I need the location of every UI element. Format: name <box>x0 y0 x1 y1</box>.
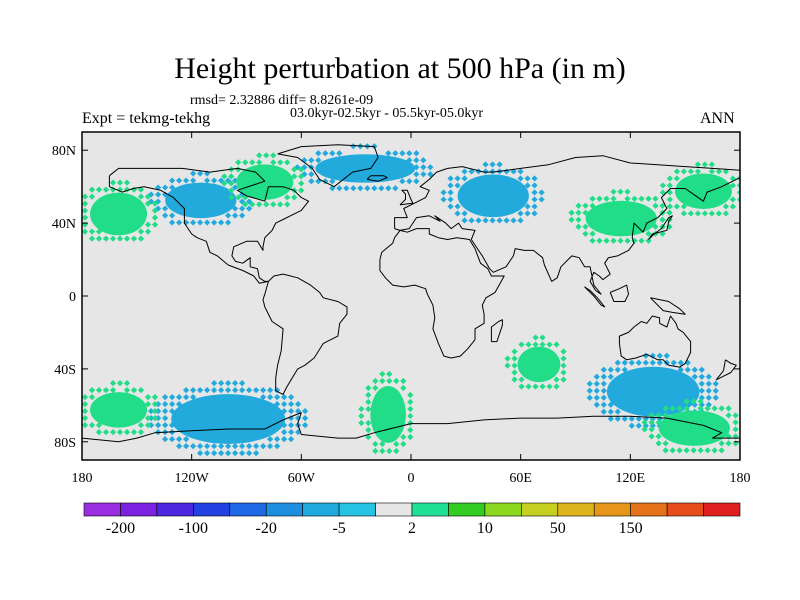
coastline-6 <box>490 319 503 343</box>
colorbar-box <box>666 502 704 517</box>
coastline-8 <box>715 359 737 381</box>
colorbar-box <box>593 502 631 517</box>
region-atlantic-greenland-negative <box>294 143 434 192</box>
colorbar-box <box>521 502 559 517</box>
coastline-13 <box>609 284 629 302</box>
colorbar-box <box>630 502 668 517</box>
y-tick-label: 80S <box>54 436 76 451</box>
colorbar-box <box>120 502 158 517</box>
colorbar-label: 150 <box>619 520 643 537</box>
y-tick-label: 0 <box>69 290 76 305</box>
coastline-11 <box>648 215 673 240</box>
coastline-4 <box>394 177 740 295</box>
region-s-atlantic-positive <box>358 370 414 455</box>
x-tick-label: 180 <box>72 471 93 486</box>
colorbar-label: -20 <box>256 520 277 537</box>
colorbar-label: -5 <box>332 520 345 537</box>
colorbar-box <box>83 502 121 517</box>
x-tick-label: 60E <box>509 471 532 486</box>
colorbar-box <box>229 502 267 517</box>
coastline-14 <box>650 297 686 315</box>
region-s-indian-positive <box>504 334 567 390</box>
coastline-10 <box>366 175 388 182</box>
y-tick-label: 40S <box>54 363 76 378</box>
x-tick-label: 120E <box>616 471 646 486</box>
coastline-12 <box>584 286 606 308</box>
colorbar-label: 10 <box>477 520 493 537</box>
season-label: ANN <box>700 110 735 127</box>
coastline-5 <box>379 228 505 359</box>
x-tick-label: 120W <box>175 471 210 486</box>
colorbar-label: -100 <box>179 520 208 537</box>
y-tick-label: 80N <box>52 144 76 159</box>
period-line: 03.0kyr-02.5kyr - 05.5kyr-05.0kyr <box>290 106 484 121</box>
region-s-pacific-negative <box>147 379 309 457</box>
colorbar-box <box>375 502 413 517</box>
stats-line: rmsd= 2.32886 diff= 8.8261e-09 <box>190 93 374 108</box>
coastline-15 <box>82 412 740 443</box>
coastline-7 <box>618 315 692 368</box>
colorbar-box <box>156 502 194 517</box>
region-s-indian-negative <box>586 352 719 429</box>
y-tick-label: 40N <box>52 217 76 232</box>
x-tick-label: 180 <box>730 471 751 486</box>
colorbar-box <box>484 502 522 517</box>
coastline-0 <box>108 167 310 284</box>
colorbar-label: 50 <box>550 520 566 537</box>
x-tick-label: 0 <box>408 471 415 486</box>
colorbar-box <box>448 502 486 517</box>
coastline-3 <box>394 155 740 229</box>
colorbar-box <box>703 502 741 517</box>
coastline-9 <box>399 189 414 206</box>
colorbar-label: -200 <box>106 520 135 537</box>
colorbar-box <box>411 502 449 517</box>
coastlines <box>82 144 740 443</box>
region-n-america-negative <box>147 170 253 226</box>
plot-title: Height perturbation at 500 hPa (in m) <box>174 52 626 85</box>
map-ticks: 180 120W 60W 0 60E 120E 180 80N 40N 0 40S 80S <box>52 132 751 486</box>
colorbar-label: 2 <box>408 520 416 537</box>
colorbar-box <box>338 502 376 517</box>
coastline-1 <box>277 144 379 188</box>
colorbar-box <box>193 502 231 517</box>
colorbar: -200 -100 -20 -5 2 10 50 150 <box>83 502 741 537</box>
x-tick-label: 60W <box>288 471 316 486</box>
colorbar-box <box>557 502 595 517</box>
coastline-2 <box>262 273 348 395</box>
colorbar-box <box>302 502 340 517</box>
experiment-label: Expt = tekmg-tekhg <box>82 110 211 127</box>
colorbar-box <box>265 502 303 517</box>
